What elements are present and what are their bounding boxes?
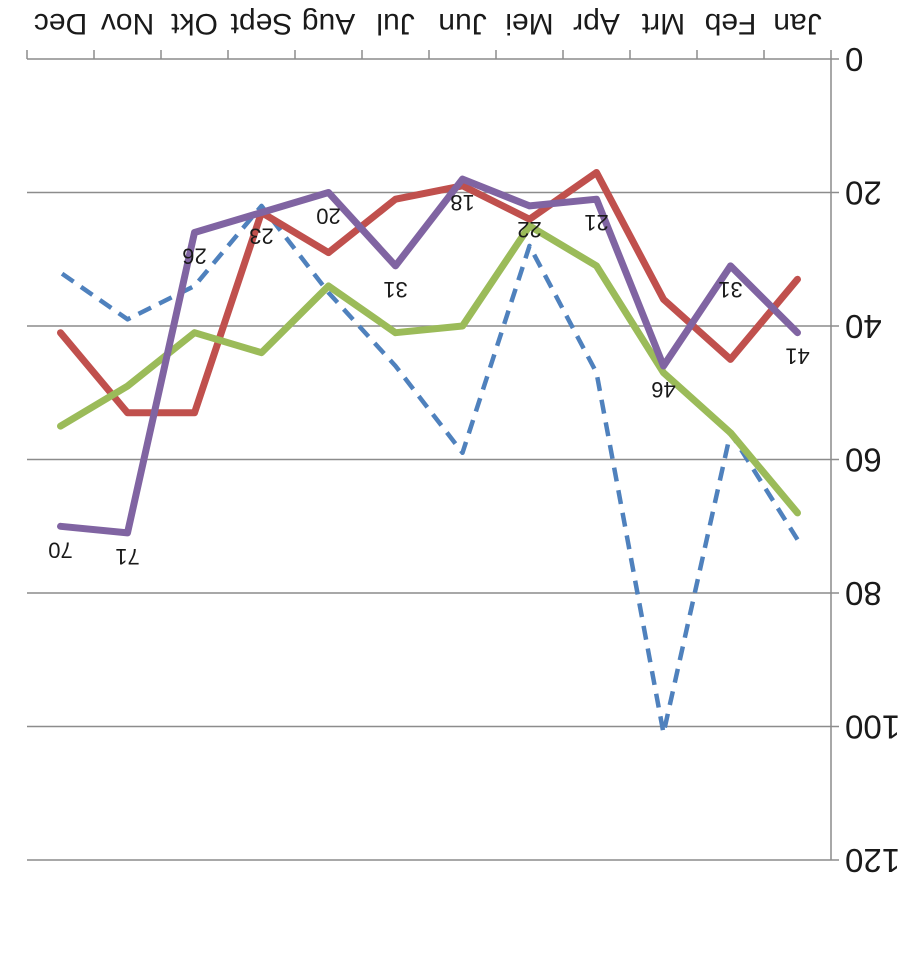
x-tick-label: Jan [773,7,821,40]
series-line-4 [57,175,801,537]
x-tick-label: Apr [573,7,620,40]
y-tick-label: 40 [845,308,882,345]
y-tick-label: 60 [845,442,882,479]
y-tick-label: 120 [845,842,900,879]
x-tick-label: Nov [101,7,154,40]
axes: 0 20 40 60 80 100 120 Jan Feb Mrt Apr Mei Jun Jul Aug S… [26,7,900,879]
series-lines [57,169,801,736]
x-tick-label: Sept [230,7,292,40]
data-label: 31 [383,277,407,302]
y-tick-label: 20 [845,175,882,212]
x-tick-label: Jul [376,7,414,40]
x-tick-label: Mrt [641,7,685,40]
data-label: 71 [115,544,139,569]
x-tick-label: Okt [171,7,218,40]
data-label: 22 [517,217,541,242]
data-label: 31 [718,277,742,302]
y-tick-label: 80 [845,575,882,612]
x-tick-label: Feb [705,7,757,40]
data-label: 46 [651,377,675,402]
y-tick-label: 100 [845,709,900,746]
series-line-1 [59,203,800,736]
data-label: 23 [249,224,273,249]
x-tick-label: Mei [505,7,553,40]
y-tick-label: 0 [845,41,863,78]
data-label: 21 [584,210,608,235]
series-line-3 [57,222,801,517]
data-label: 18 [450,190,474,215]
x-tick-label: Jun [438,7,486,40]
x-tick-label: Aug [302,7,355,40]
data-label: 20 [316,204,340,229]
data-label: 41 [785,344,809,369]
data-label: 70 [48,537,72,562]
series-line-2 [57,169,801,417]
data-labels: 41 31 46 21 22 18 31 20 23 26 71 70 [48,190,809,569]
data-label: 26 [182,244,206,269]
x-tick-label: Dec [34,7,87,40]
